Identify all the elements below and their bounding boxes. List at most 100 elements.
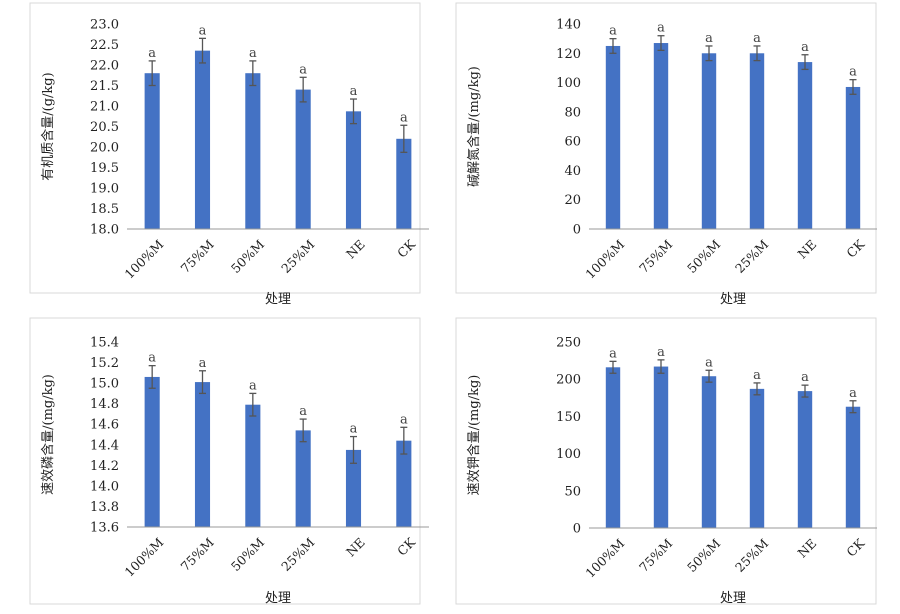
significance-label: a — [199, 356, 207, 371]
x-category-label: 75%M — [636, 536, 675, 575]
x-category-label: 25%M — [732, 237, 771, 276]
chart-panel-4: 0 50 100 150 200 250 a 100%M a 75%M a 50%M a 25%M a NE a… — [455, 317, 877, 606]
chart-panel-2: 0 20 40 60 80 100 120 140 a 100%M a 75%M a 50%M a 25%M a… — [455, 2, 877, 307]
significance-label: a — [249, 378, 257, 393]
x-category-label: 25%M — [732, 536, 771, 575]
x-axis-label: 处理 — [720, 292, 746, 307]
x-category-label: NE — [795, 536, 820, 561]
significance-label: a — [849, 65, 857, 80]
y-tick-label: 40 — [564, 164, 581, 179]
x-axis-label: 处理 — [720, 591, 746, 606]
bar — [144, 376, 160, 527]
y-tick-label: 21.5 — [90, 79, 119, 94]
x-category-label: 50%M — [228, 535, 267, 574]
y-tick-label: 0 — [573, 522, 581, 537]
bar — [396, 138, 412, 229]
bar — [797, 62, 813, 230]
x-category-label: 75%M — [636, 237, 675, 276]
y-tick-label: 23.0 — [90, 18, 119, 33]
y-tick-label: 22.0 — [90, 59, 119, 74]
x-category-label: 25%M — [278, 237, 317, 276]
x-category-label: CK — [843, 535, 867, 559]
significance-label: a — [609, 346, 617, 361]
significance-label: a — [849, 386, 857, 401]
bar — [245, 404, 261, 527]
chart-frame — [455, 317, 877, 605]
x-axis-label: 处理 — [265, 292, 291, 307]
y-tick-label: 21.0 — [90, 100, 119, 115]
significance-label: a — [753, 368, 761, 383]
significance-label: a — [609, 24, 617, 39]
chart-frame — [455, 2, 877, 294]
x-category-label: 100%M — [582, 536, 627, 581]
y-tick-label: 60 — [564, 135, 581, 150]
bar — [605, 367, 621, 528]
y-tick-label: 20.0 — [90, 141, 119, 156]
significance-label: a — [299, 62, 307, 77]
y-tick-label: 13.8 — [90, 500, 119, 515]
significance-label: a — [148, 351, 156, 366]
chart-frame — [29, 317, 421, 605]
bar — [701, 376, 717, 528]
bar — [295, 430, 311, 527]
significance-label: a — [753, 31, 761, 46]
y-tick-label: 15.4 — [90, 336, 119, 351]
y-tick-label: 80 — [564, 105, 581, 120]
bar — [845, 406, 861, 528]
bar — [245, 73, 261, 229]
x-category-label: 50%M — [684, 536, 723, 575]
y-axis-label: 速效钾含量/(mg/kg) — [466, 375, 482, 496]
x-category-label: 50%M — [684, 237, 723, 276]
bar — [653, 366, 669, 528]
bar — [797, 391, 813, 528]
x-category-label: NE — [343, 535, 368, 560]
x-category-label: 100%M — [582, 237, 627, 282]
y-tick-label: 18.5 — [90, 202, 119, 217]
significance-label: a — [801, 40, 809, 55]
chart-frame — [29, 2, 421, 294]
bar — [605, 45, 621, 229]
x-category-label: CK — [394, 236, 418, 260]
y-tick-label: 14.2 — [90, 459, 119, 474]
x-category-label: 25%M — [278, 535, 317, 574]
y-tick-label: 15.2 — [90, 356, 119, 371]
y-tick-label: 14.8 — [90, 397, 119, 412]
y-tick-label: 19.5 — [90, 161, 119, 176]
x-category-label: 75%M — [177, 535, 216, 574]
bar — [749, 53, 765, 230]
x-category-label: NE — [343, 237, 368, 262]
x-category-label: NE — [795, 237, 820, 262]
y-tick-label: 20 — [564, 193, 581, 208]
y-axis-label: 碱解氮含量/(mg/kg) — [466, 66, 482, 187]
bar — [653, 43, 669, 230]
x-category-label: CK — [394, 534, 418, 558]
y-tick-label: 0 — [573, 223, 581, 238]
x-category-label: 75%M — [177, 237, 216, 276]
bar — [194, 382, 211, 527]
y-tick-label: 50 — [564, 484, 581, 499]
y-tick-label: 100 — [556, 76, 581, 91]
y-tick-label: 14.6 — [90, 418, 119, 433]
chart-panel-3: 13.6 13.8 14.0 14.2 14.4 14.6 14.8 15.0 15.2 15.4… — [29, 317, 429, 606]
bar — [345, 111, 362, 229]
significance-label: a — [400, 110, 408, 125]
y-tick-label: 13.6 — [90, 521, 119, 536]
y-tick-label: 22.5 — [90, 38, 119, 53]
significance-label: a — [148, 46, 156, 61]
x-category-label: 100%M — [122, 535, 167, 580]
significance-label: a — [657, 21, 665, 36]
bar — [396, 440, 412, 527]
y-tick-label: 14.0 — [90, 479, 119, 494]
bar — [295, 89, 311, 229]
y-axis-label: 有机质含量/(g/kg) — [40, 72, 56, 180]
significance-label: a — [350, 84, 358, 99]
y-axis-label: 速效磷含量/(mg/kg) — [40, 374, 56, 495]
significance-label: a — [801, 370, 809, 385]
x-category-label: 100%M — [122, 237, 167, 282]
y-tick-label: 19.0 — [90, 182, 119, 197]
significance-label: a — [350, 422, 358, 437]
bar — [144, 73, 160, 229]
significance-label: a — [705, 355, 713, 370]
x-category-label: CK — [843, 236, 867, 260]
significance-label: a — [199, 23, 207, 38]
